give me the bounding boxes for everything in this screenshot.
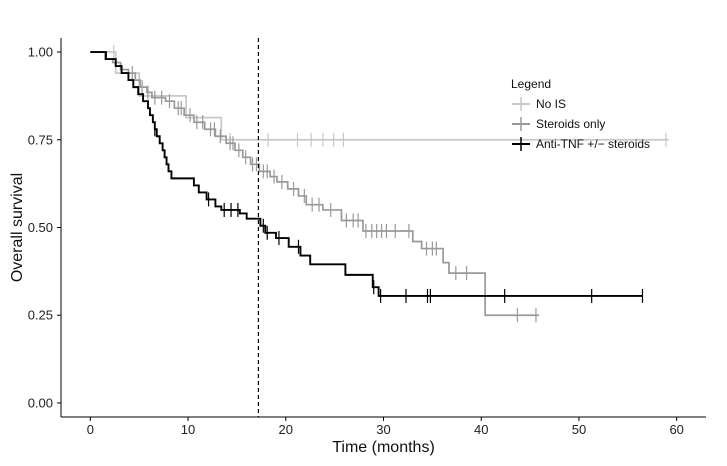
- legend-title: Legend: [511, 77, 551, 91]
- legend-label: Anti-TNF +/− steroids: [536, 137, 650, 151]
- x-tick-label: 40: [474, 422, 488, 437]
- series-0: [90, 45, 669, 147]
- legend-label: Steroids only: [536, 117, 605, 131]
- x-tick-label: 50: [572, 422, 586, 437]
- y-tick-label: 0.50: [28, 220, 53, 235]
- series-line: [90, 51, 643, 297]
- y-tick-label: 1.00: [28, 45, 53, 60]
- y-tick-label: 0.25: [28, 308, 53, 323]
- y-axis-title: Overall survival: [9, 173, 26, 282]
- legend: Legend No IS Steroids only Anti-TNF +/− st…: [511, 77, 650, 151]
- axes: [60, 38, 706, 418]
- y-tick-label: 0.00: [28, 395, 53, 410]
- x-tick-label: 10: [181, 422, 195, 437]
- y-tick-label: 0.75: [28, 132, 53, 147]
- ticks: 0 10 20 30 40 50 60 0.00 0.25 0.50 0.75 1.00: [28, 45, 684, 437]
- legend-label: No IS: [536, 97, 566, 111]
- series-layer: [90, 45, 669, 323]
- x-tick-label: 20: [279, 422, 293, 437]
- series-2: [90, 51, 644, 303]
- x-tick-label: 0: [87, 422, 94, 437]
- x-axis-title: Time (months): [332, 439, 435, 456]
- x-tick-label: 60: [669, 422, 683, 437]
- series-line: [90, 51, 539, 317]
- x-tick-label: 30: [376, 422, 390, 437]
- series-1: [90, 51, 539, 323]
